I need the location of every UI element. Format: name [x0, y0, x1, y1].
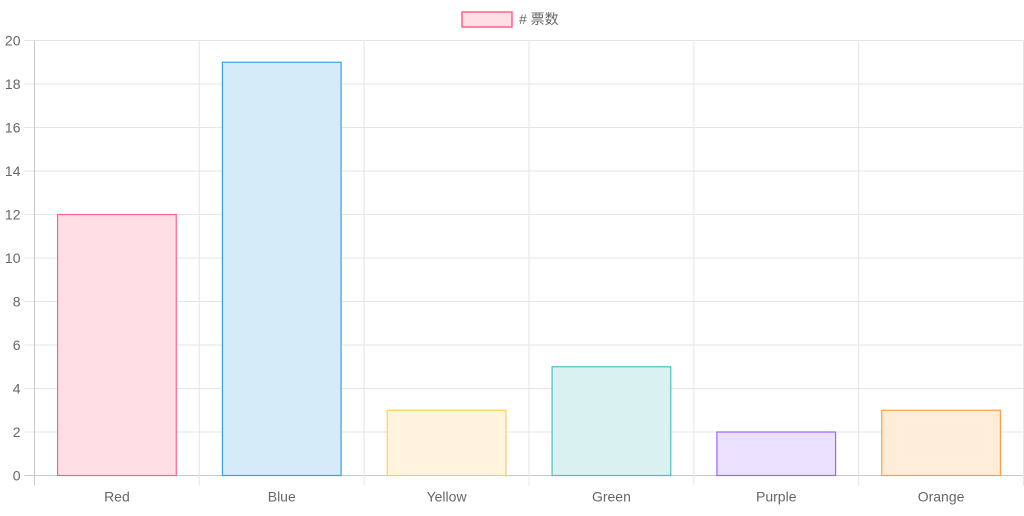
x-tick-label: Orange — [918, 489, 965, 505]
y-tick-label: 12 — [5, 207, 21, 223]
x-tick-label: Green — [592, 489, 631, 505]
y-tick-label: 20 — [5, 33, 21, 49]
bar-yellow[interactable] — [386, 409, 507, 477]
x-axis-ticks: Red Blue Yellow Green Purple Orange — [104, 489, 965, 505]
bar-orange[interactable] — [881, 409, 1002, 477]
y-tick-label: 18 — [5, 76, 21, 92]
x-tick-label: Purple — [756, 489, 797, 505]
y-tick-label: 14 — [5, 163, 21, 179]
legend-swatch[interactable] — [461, 11, 513, 28]
y-tick-label: 2 — [13, 424, 21, 440]
bar-green[interactable] — [551, 366, 672, 477]
y-tick-label: 16 — [5, 120, 21, 136]
legend[interactable]: # 票数 — [461, 11, 559, 28]
x-tick-label: Yellow — [427, 489, 468, 505]
bar-blue[interactable] — [221, 61, 342, 477]
y-tick-label: 6 — [13, 337, 21, 353]
legend-label[interactable]: # 票数 — [519, 11, 559, 27]
y-tick-label: 8 — [13, 294, 21, 310]
bars — [56, 61, 1002, 477]
y-tick-label: 0 — [13, 468, 21, 484]
y-tick-label: 4 — [13, 381, 21, 397]
y-axis-ticks: 0 2 4 6 8 10 12 14 16 18 20 — [5, 33, 21, 484]
x-tick-label: Blue — [268, 489, 296, 505]
bar-red[interactable] — [56, 213, 177, 477]
bar-purple[interactable] — [716, 431, 837, 477]
y-tick-label: 10 — [5, 250, 21, 266]
x-tick-label: Red — [104, 489, 130, 505]
